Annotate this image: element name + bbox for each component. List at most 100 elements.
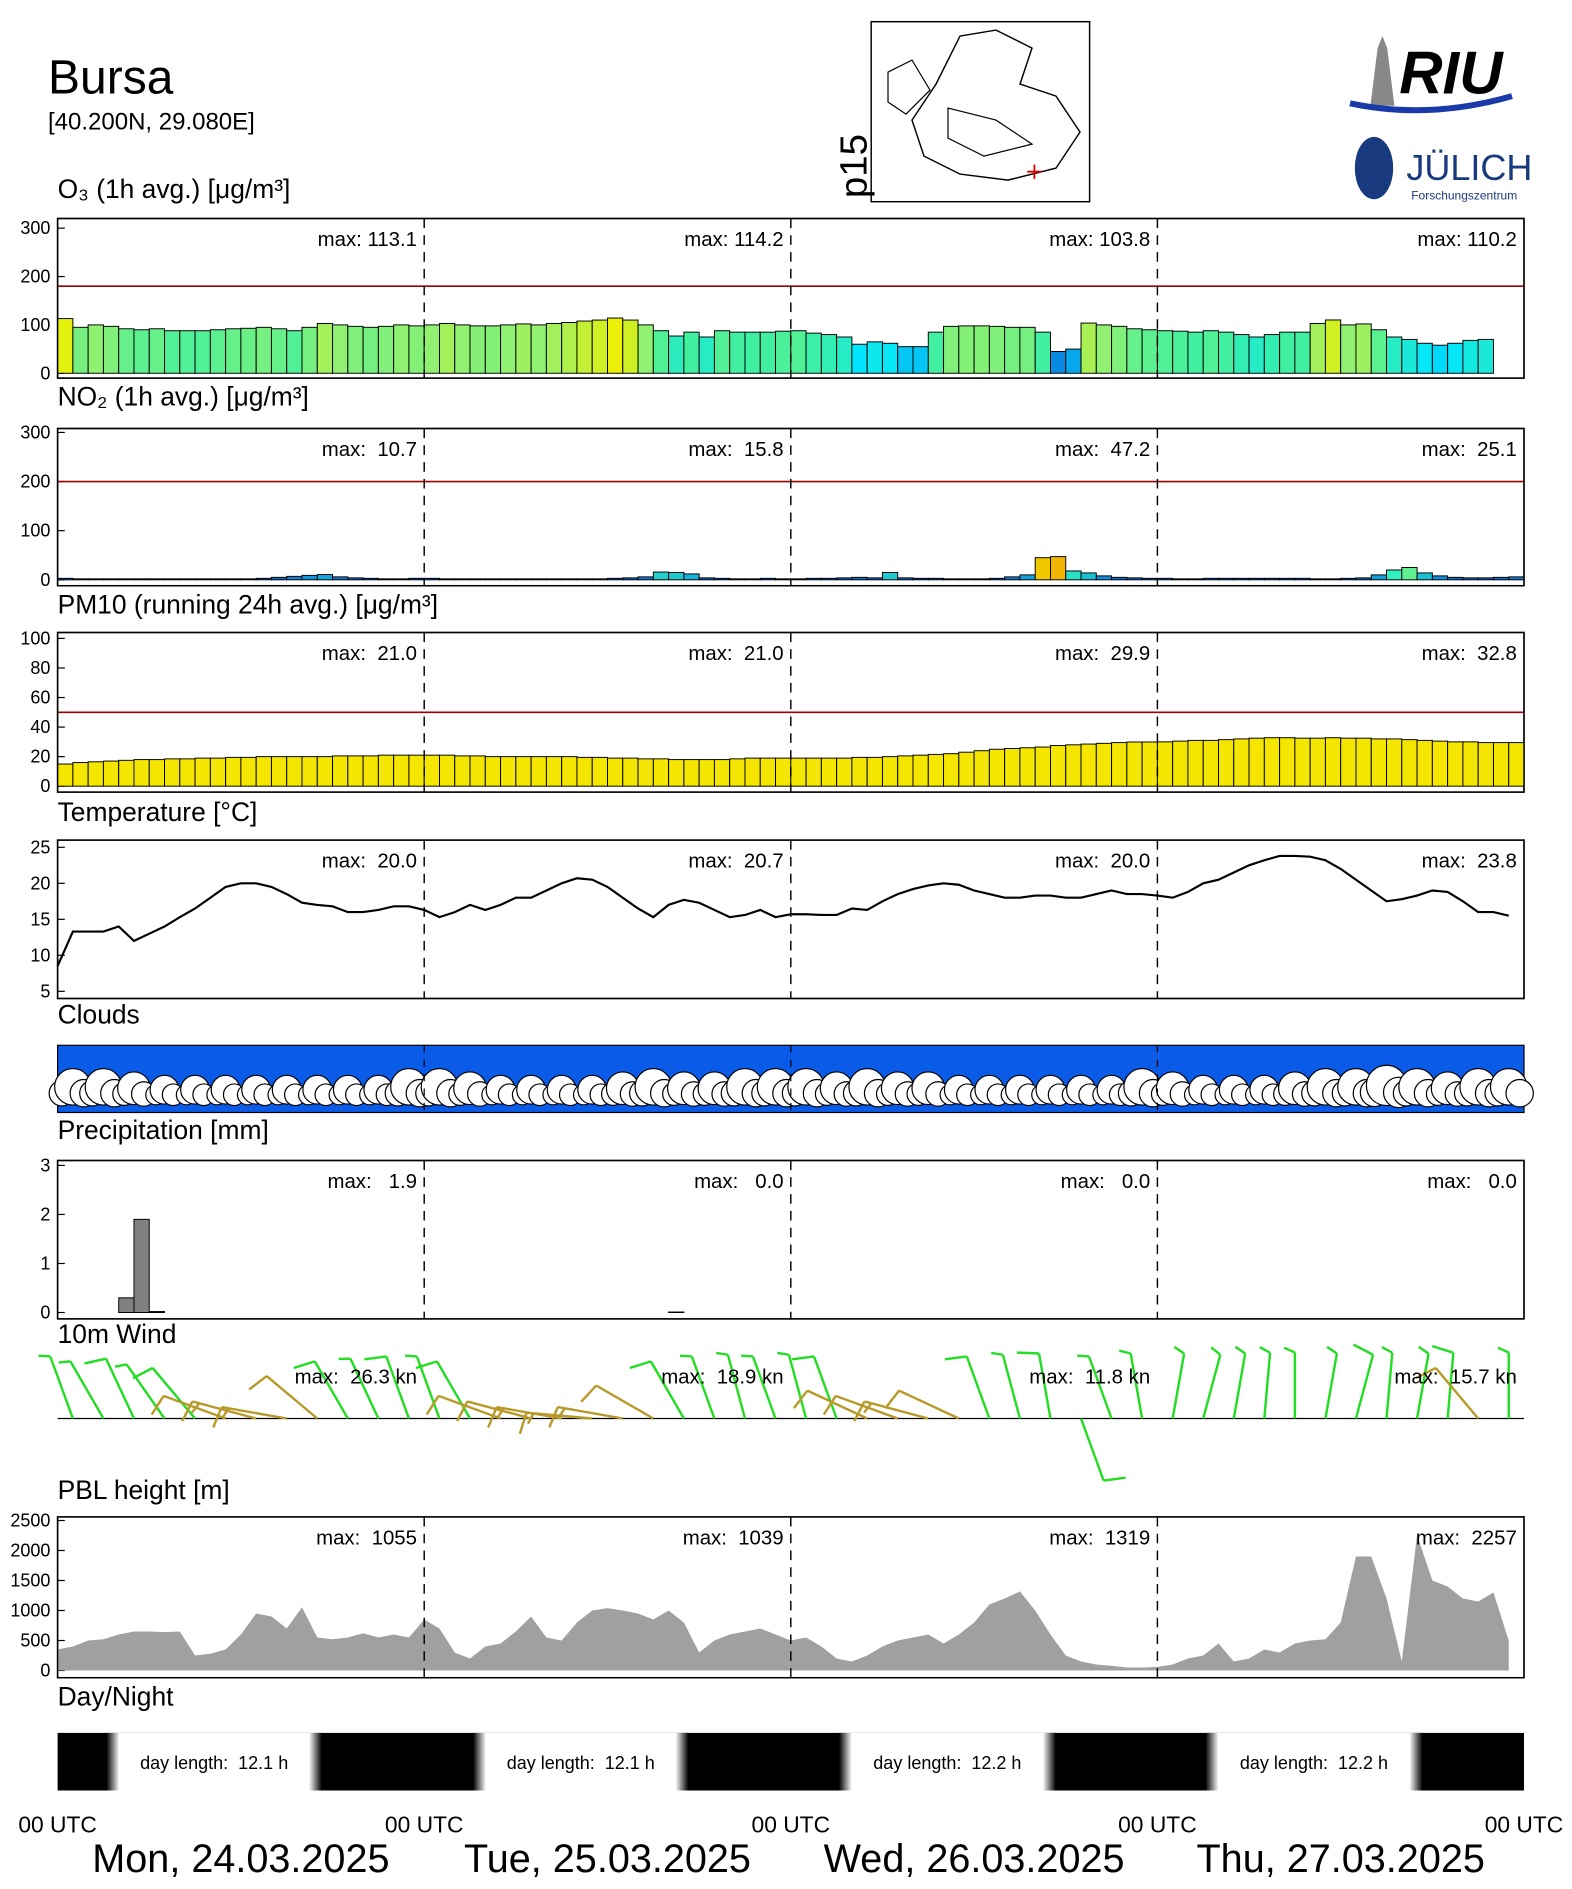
bar [240, 578, 257, 581]
bar [561, 578, 578, 581]
bar [897, 755, 914, 787]
bar [270, 576, 288, 581]
bar [622, 319, 639, 374]
bar [1279, 577, 1296, 581]
bar [454, 324, 471, 374]
bar [1386, 336, 1403, 374]
cloud [939, 1074, 979, 1107]
bar [591, 578, 608, 581]
bar [943, 578, 960, 581]
y-tick-label: 300 [20, 218, 50, 238]
bar [194, 330, 211, 374]
pbl-area [57, 1535, 1509, 1671]
bar [1309, 322, 1326, 374]
bar [1416, 342, 1433, 374]
bar [87, 578, 104, 581]
wind-barb [132, 1366, 196, 1420]
bar [668, 759, 685, 787]
max-label: max: 103.8 [1049, 229, 1150, 251]
bar [1477, 742, 1494, 787]
y-tick-label: 15 [30, 909, 50, 929]
bar [209, 578, 227, 581]
bar [881, 342, 899, 374]
bar [301, 326, 318, 374]
bar [469, 755, 486, 787]
bar [316, 756, 334, 787]
wind-barb [1381, 1345, 1394, 1419]
bar [1416, 572, 1433, 581]
bar [1218, 331, 1235, 374]
max-label: max: 0.0 [1427, 1171, 1517, 1193]
y-tick-label: 25 [30, 837, 50, 857]
wind-barb [1079, 1418, 1126, 1482]
wind-barb [1497, 1346, 1510, 1419]
bar [652, 758, 670, 787]
wind-barb [1283, 1346, 1297, 1419]
temperature-line [56, 854, 1509, 967]
bar [713, 330, 731, 374]
bar [1004, 748, 1021, 787]
bar [775, 330, 792, 374]
max-label: max: 0.0 [1061, 1171, 1151, 1193]
bar [851, 756, 868, 787]
panel-title: PBL height [m] [58, 1475, 230, 1505]
bar [805, 757, 822, 787]
bar [1386, 738, 1403, 787]
logo-julich: JÜLICH [1406, 147, 1532, 188]
bar [881, 571, 899, 581]
bar [270, 328, 288, 374]
y-tick-label: 1000 [10, 1601, 50, 1621]
y-tick-label: 10 [30, 945, 50, 965]
bar [1233, 334, 1250, 374]
bar [1447, 741, 1464, 787]
bar [179, 758, 196, 787]
bar [118, 1297, 135, 1314]
wind-barb [1415, 1366, 1480, 1420]
bar [759, 331, 777, 374]
bar [1340, 577, 1357, 581]
bar [1263, 577, 1281, 581]
bar [943, 753, 960, 787]
max-label: max: 20.7 [688, 851, 783, 873]
bar [652, 330, 670, 374]
bar [515, 323, 532, 374]
bar [423, 324, 440, 374]
bar [744, 757, 761, 787]
wind-barb [944, 1355, 991, 1419]
utc-label: 00 UTC [18, 1812, 97, 1838]
bar [1004, 576, 1021, 581]
bar [545, 322, 563, 374]
bar [484, 578, 502, 581]
bar [1431, 740, 1449, 787]
day-length-label: day length: 12.2 h [1240, 1753, 1388, 1773]
bar [240, 327, 257, 374]
bar [347, 755, 364, 787]
bar [1370, 738, 1388, 787]
wind-barb [791, 1355, 838, 1419]
bar [240, 756, 257, 787]
bar [912, 346, 929, 374]
bar [1172, 330, 1189, 374]
bar [668, 335, 685, 374]
panel-title: 10m Wind [58, 1319, 177, 1349]
bar [1187, 331, 1204, 374]
bar [1156, 741, 1174, 787]
bar [1111, 742, 1128, 787]
bar [576, 320, 593, 374]
bar [1401, 566, 1418, 581]
bar [332, 576, 349, 581]
panel-title: Precipitation [mm] [58, 1115, 269, 1145]
bar [148, 328, 166, 374]
bar [805, 332, 822, 374]
max-label: max: 10.7 [322, 439, 417, 461]
bar [637, 576, 654, 581]
bar [1294, 331, 1311, 374]
p-label: p15 [832, 134, 875, 198]
bar [1218, 577, 1235, 581]
wind-barb [1016, 1351, 1052, 1419]
bar [255, 577, 272, 581]
bar [118, 759, 135, 787]
bar [1492, 576, 1510, 581]
bar [1126, 328, 1143, 374]
